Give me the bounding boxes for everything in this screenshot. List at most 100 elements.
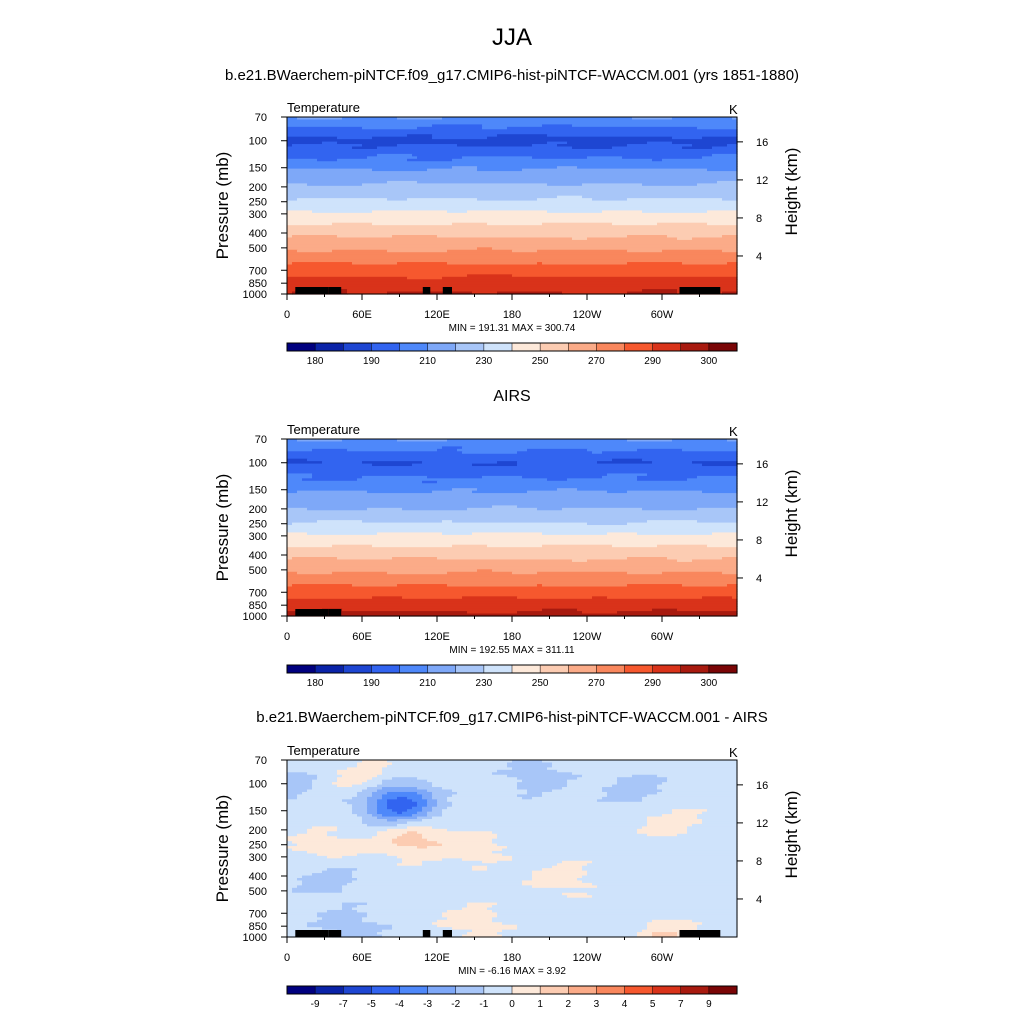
contour-cell [652, 461, 693, 465]
contour-cell [702, 136, 738, 140]
colorbar-swatch [652, 985, 682, 995]
contour-cell [317, 158, 338, 162]
contour-cell [507, 762, 553, 766]
contour-cell [287, 473, 313, 477]
contour-cell [407, 134, 433, 138]
x-tick-label: 120E [424, 631, 450, 643]
contour-cell [447, 439, 628, 443]
contour-cell [442, 914, 498, 918]
contour-cell [287, 895, 568, 899]
contour-cell [462, 156, 533, 160]
contour-cell [337, 772, 383, 776]
contour-cell [427, 475, 483, 479]
contour-cell [547, 134, 738, 138]
contour-cell [607, 596, 703, 600]
contour-cell [422, 461, 498, 465]
colorbar-swatch [455, 342, 485, 352]
contour-cell [627, 262, 683, 266]
contour-cell [302, 791, 358, 796]
contour-cell [527, 448, 588, 452]
contour-cell [372, 210, 448, 214]
contour-cell [337, 784, 353, 788]
contour-cell [437, 919, 493, 923]
contour-cell [587, 237, 678, 241]
contour-cell [472, 532, 543, 536]
terrain-mask [328, 609, 342, 616]
contour-cell [287, 831, 308, 835]
contour-cell [387, 198, 408, 202]
contour-cell [397, 439, 448, 443]
contour-cell [367, 804, 378, 808]
contour-cell [292, 887, 343, 891]
colorbar-label: 250 [532, 678, 549, 689]
terrain-mask [295, 287, 317, 294]
colorbar-swatch [399, 342, 429, 352]
contour-cell [287, 119, 738, 123]
contour-cell [587, 522, 628, 526]
contour-cell [427, 838, 493, 842]
contour-cell [477, 569, 493, 573]
x-tick-label: 0 [284, 631, 290, 643]
contour-cell [362, 126, 418, 130]
colorbar-swatch [596, 664, 626, 674]
contour-cell [387, 180, 418, 184]
contour-cell [292, 890, 343, 894]
contour-cell [312, 448, 348, 452]
contour-cell [417, 180, 718, 184]
contour-cell [342, 799, 368, 803]
colorbar-swatch [539, 985, 569, 995]
colorbar-label: -2 [451, 999, 460, 1010]
contour-cell [287, 606, 738, 610]
contour-cell [587, 156, 623, 160]
contour-cell [287, 522, 293, 526]
contour-cell [287, 566, 738, 570]
contour-cell [567, 779, 618, 783]
contour-cell [447, 584, 538, 588]
colorbar-swatch [596, 342, 626, 352]
contour-cell [387, 804, 418, 808]
contour-cell [707, 544, 738, 548]
contour-cell [287, 799, 343, 803]
x-tick-label: 60E [352, 309, 372, 321]
contour-cell [332, 932, 378, 936]
contour-cell [312, 782, 333, 786]
contour-cell [732, 117, 738, 121]
contour-cell [572, 772, 738, 776]
contour-cell [407, 809, 423, 813]
contour-cell [447, 796, 523, 800]
contour-cell [287, 811, 353, 815]
colorbar-swatch [314, 342, 344, 352]
colorbar-swatch [708, 664, 738, 674]
min-max-stats: MIN = -6.16 MAX = 3.92 [458, 966, 566, 977]
contour-cell [287, 611, 468, 615]
terrain-mask [422, 287, 431, 294]
terrain-mask [312, 287, 329, 294]
contour-cell [422, 806, 433, 810]
contour-cell [497, 769, 558, 773]
contour-cell [662, 571, 723, 575]
contour-cell [707, 222, 738, 226]
contour-cell [287, 247, 478, 251]
y-tick-label: 100 [249, 458, 267, 470]
contour-cell [287, 782, 313, 786]
contour-cell [627, 571, 663, 575]
contour-cell [487, 544, 543, 548]
colorbar-swatch [511, 664, 541, 674]
x-tick-label: 0 [284, 952, 290, 964]
contour-cell [287, 502, 738, 506]
contour-cell [672, 439, 728, 443]
contour-cell [517, 784, 568, 788]
contour-cell [287, 586, 738, 590]
contour-cell [657, 784, 738, 788]
contour-cell [702, 490, 738, 494]
contour-cell [317, 774, 343, 778]
contour-cell [482, 126, 508, 130]
contour-cell [477, 488, 558, 492]
contour-cell [352, 806, 368, 810]
contour-cell [657, 222, 708, 226]
y-tick-label: 70 [255, 112, 267, 124]
contour-cell [287, 166, 453, 170]
contour-cell [317, 919, 363, 923]
contour-cell [517, 505, 738, 509]
contour-cell [287, 173, 738, 177]
